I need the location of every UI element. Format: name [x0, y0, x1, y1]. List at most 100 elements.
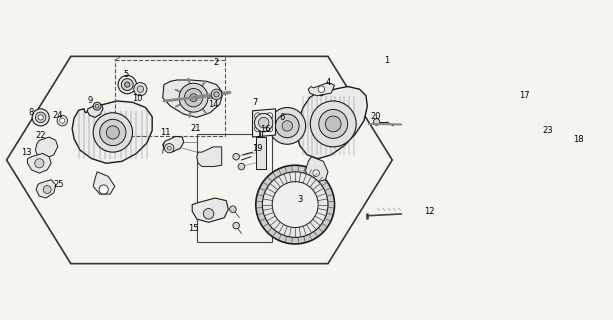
- Circle shape: [554, 131, 559, 136]
- Circle shape: [568, 138, 584, 154]
- Circle shape: [230, 206, 236, 212]
- Circle shape: [310, 101, 356, 147]
- Polygon shape: [93, 172, 115, 194]
- Text: 10: 10: [132, 94, 143, 103]
- Circle shape: [272, 182, 318, 228]
- Circle shape: [204, 209, 214, 219]
- Circle shape: [106, 126, 120, 139]
- Circle shape: [254, 113, 273, 132]
- Circle shape: [238, 163, 245, 170]
- Circle shape: [189, 94, 197, 102]
- Polygon shape: [197, 147, 222, 166]
- Text: 20: 20: [370, 112, 381, 121]
- Text: 18: 18: [573, 134, 584, 143]
- Text: 19: 19: [253, 144, 263, 153]
- Circle shape: [262, 172, 328, 237]
- Text: 3: 3: [298, 195, 303, 204]
- Circle shape: [492, 98, 547, 154]
- Circle shape: [211, 89, 222, 100]
- Circle shape: [514, 121, 525, 131]
- Circle shape: [36, 112, 46, 123]
- Circle shape: [572, 142, 580, 149]
- Polygon shape: [162, 136, 184, 152]
- Circle shape: [259, 117, 269, 128]
- Circle shape: [137, 86, 143, 92]
- Text: 14: 14: [208, 100, 218, 109]
- Text: 22: 22: [36, 131, 46, 140]
- Circle shape: [32, 109, 49, 126]
- Circle shape: [318, 86, 325, 92]
- Circle shape: [134, 83, 147, 96]
- Circle shape: [256, 165, 335, 244]
- Circle shape: [167, 146, 171, 150]
- Text: 2: 2: [214, 58, 219, 67]
- Circle shape: [93, 102, 101, 110]
- Polygon shape: [87, 104, 103, 117]
- Polygon shape: [72, 101, 152, 163]
- Text: 9: 9: [87, 96, 93, 106]
- Bar: [197, 134, 272, 242]
- Polygon shape: [36, 137, 58, 159]
- Circle shape: [319, 109, 348, 138]
- Circle shape: [38, 115, 44, 120]
- Circle shape: [121, 79, 133, 91]
- Circle shape: [269, 108, 306, 144]
- Polygon shape: [306, 157, 328, 183]
- Circle shape: [44, 186, 51, 194]
- Circle shape: [93, 113, 132, 152]
- Circle shape: [275, 114, 299, 138]
- Polygon shape: [36, 180, 56, 198]
- Circle shape: [185, 89, 203, 107]
- Circle shape: [282, 121, 292, 131]
- Text: 5: 5: [123, 70, 129, 79]
- Circle shape: [254, 125, 261, 132]
- Polygon shape: [162, 80, 223, 117]
- Text: 16: 16: [261, 125, 271, 134]
- Circle shape: [490, 206, 497, 212]
- Circle shape: [100, 119, 126, 146]
- Circle shape: [35, 159, 44, 168]
- Circle shape: [313, 170, 319, 176]
- Text: 25: 25: [54, 180, 64, 189]
- Circle shape: [124, 82, 130, 87]
- Text: 11: 11: [160, 128, 170, 137]
- Circle shape: [179, 83, 208, 112]
- Circle shape: [233, 154, 240, 160]
- Circle shape: [266, 113, 273, 119]
- Bar: [115, 60, 225, 136]
- Circle shape: [165, 144, 174, 153]
- Bar: [256, 137, 265, 169]
- Text: 21: 21: [190, 124, 200, 133]
- Text: 1: 1: [384, 56, 390, 65]
- Circle shape: [500, 106, 539, 146]
- Text: 4: 4: [326, 78, 330, 87]
- Circle shape: [95, 104, 99, 108]
- Circle shape: [99, 185, 109, 194]
- Circle shape: [254, 113, 261, 119]
- Polygon shape: [297, 86, 367, 159]
- Circle shape: [550, 128, 562, 140]
- Polygon shape: [7, 56, 392, 264]
- Text: 6: 6: [280, 113, 285, 122]
- Polygon shape: [192, 198, 228, 222]
- Polygon shape: [253, 109, 275, 137]
- Text: 15: 15: [188, 224, 199, 233]
- Circle shape: [57, 116, 67, 126]
- Text: 17: 17: [519, 91, 530, 100]
- Text: 23: 23: [543, 126, 553, 135]
- Circle shape: [233, 222, 240, 229]
- Text: 24: 24: [53, 111, 63, 120]
- Text: 7: 7: [252, 98, 257, 107]
- Text: 12: 12: [424, 207, 435, 216]
- Circle shape: [326, 116, 341, 132]
- Circle shape: [266, 125, 273, 132]
- Circle shape: [373, 119, 380, 125]
- Circle shape: [214, 92, 219, 97]
- Circle shape: [508, 114, 531, 138]
- Circle shape: [118, 76, 137, 94]
- Circle shape: [59, 118, 65, 123]
- Text: 8: 8: [29, 108, 34, 117]
- Polygon shape: [308, 83, 335, 96]
- Polygon shape: [28, 154, 51, 173]
- Text: 13: 13: [21, 148, 31, 156]
